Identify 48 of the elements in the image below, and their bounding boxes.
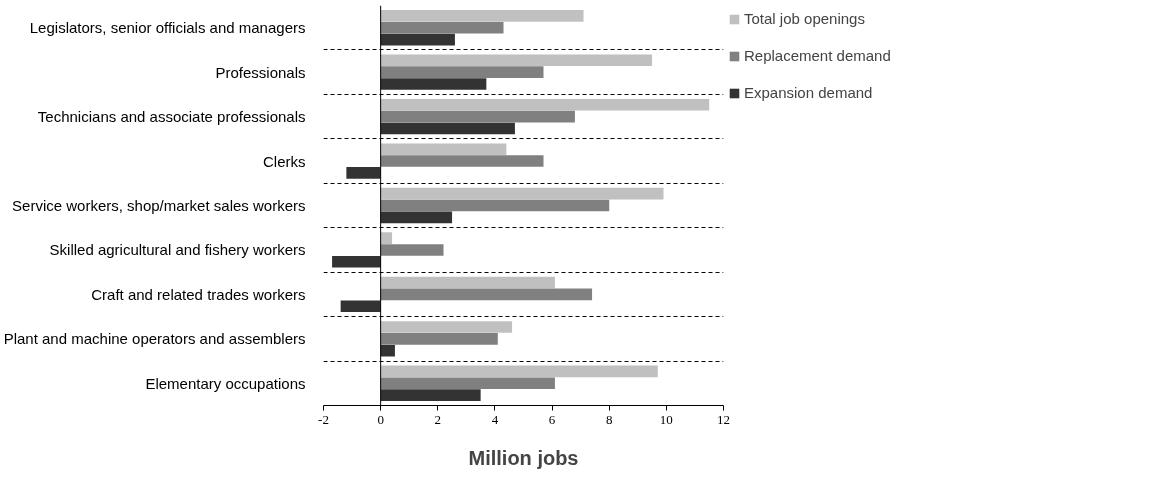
bar — [380, 276, 555, 289]
y-tick-label: Skilled agricultural and fishery workers — [49, 241, 306, 259]
legend-label: Replacement demand — [744, 47, 891, 64]
y-tick-label: Clerks — [263, 152, 306, 170]
y-tick-label: Legislators, senior officials and managers — [29, 19, 306, 37]
bar — [380, 389, 481, 401]
y-tick-label: Professionals — [215, 63, 306, 81]
bar — [380, 122, 515, 135]
bar — [380, 211, 453, 224]
legend-label: Total job openings — [744, 10, 865, 27]
bar — [380, 66, 544, 78]
x-tick-label: 4 — [491, 411, 499, 427]
bar — [380, 344, 395, 357]
x-tick-label: 8 — [605, 411, 613, 427]
y-tick-label: Plant and machine operators and assemblers — [3, 330, 306, 348]
bar — [380, 78, 487, 90]
y-tick-label: Craft and related trades workers — [91, 285, 306, 303]
bar — [380, 10, 584, 22]
y-tick-label: Technicians and associate professionals — [37, 108, 306, 126]
bar — [380, 21, 504, 34]
y-tick-label: Service workers, shop/market sales workers — [12, 197, 306, 214]
x-tick-label: -2 — [318, 411, 329, 427]
bar — [340, 300, 381, 313]
bar — [380, 365, 658, 378]
bar — [380, 321, 513, 333]
bar — [380, 110, 575, 123]
bar — [380, 333, 498, 345]
bar — [346, 167, 381, 179]
x-tick-label: 0 — [377, 411, 384, 427]
bar — [332, 255, 381, 268]
x-tick-label: 10 — [659, 411, 673, 427]
legend-label: Expansion demand — [744, 84, 873, 101]
x-tick-label: 2 — [434, 411, 442, 427]
bar — [380, 143, 507, 156]
bar — [380, 232, 393, 244]
x-tick-label: 12 — [717, 411, 730, 427]
bar — [380, 187, 664, 200]
bar — [380, 377, 555, 390]
bar — [380, 155, 544, 167]
bar — [380, 33, 455, 46]
x-tick-label: 6 — [548, 411, 556, 427]
bar — [380, 54, 653, 67]
x-axis-title: Million jobs — [468, 446, 579, 469]
y-tick-label: Elementary occupations — [145, 374, 306, 392]
bar — [380, 244, 444, 256]
bar — [380, 98, 710, 111]
bar — [380, 199, 610, 212]
bar — [380, 288, 593, 301]
